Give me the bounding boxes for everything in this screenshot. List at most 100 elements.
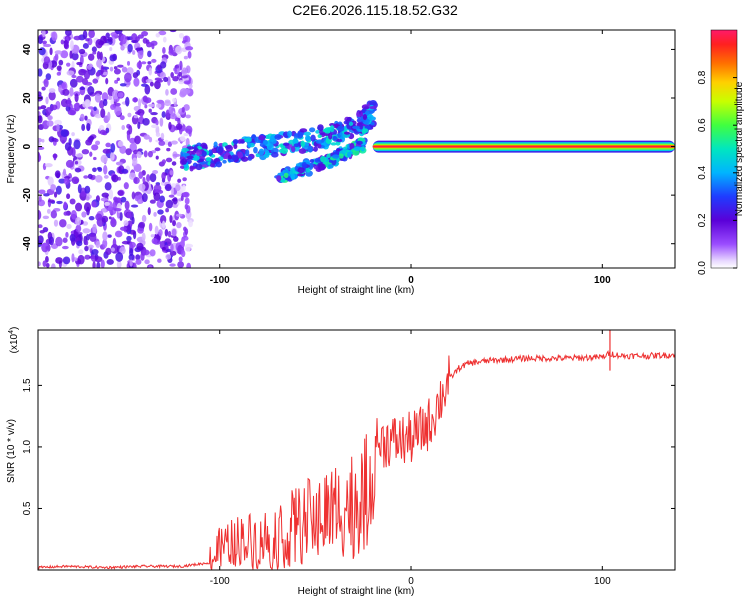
noise-blob <box>138 171 144 179</box>
noise-blob <box>82 228 91 234</box>
noise-blob <box>121 125 126 131</box>
noise-blob <box>169 170 174 176</box>
noise-blob <box>101 92 109 102</box>
noise-blob <box>47 199 55 203</box>
x-tick-label: 100 <box>594 275 611 286</box>
noise-blob <box>64 142 72 151</box>
noise-blob <box>81 148 90 155</box>
bottom-x-axis-label: Height of straight line (km) <box>298 586 415 597</box>
noise-blob <box>155 32 161 38</box>
noise-blob <box>113 196 118 202</box>
main-branch-blob <box>369 105 377 110</box>
noise-blob <box>83 202 92 212</box>
noise-blob <box>102 98 108 107</box>
main-branch-blob <box>195 163 203 171</box>
main-branch-blob <box>329 125 335 133</box>
noise-blob <box>84 115 88 121</box>
noise-blob <box>142 176 146 184</box>
noise-blob <box>126 81 131 86</box>
noise-blob <box>174 64 180 69</box>
noise-blob <box>86 64 93 70</box>
lower-branch-blob <box>290 173 296 181</box>
main-branch-blob <box>359 124 364 130</box>
noise-blob <box>126 235 132 242</box>
noise-blob <box>154 147 161 152</box>
noise-blob <box>65 159 74 168</box>
noise-blob <box>73 103 78 109</box>
noise-blob <box>185 125 193 135</box>
noise-blob <box>158 140 166 146</box>
noise-blob <box>154 225 159 235</box>
noise-blob <box>84 245 89 252</box>
main-branch-blob <box>209 163 215 168</box>
main-branch-blob <box>247 142 252 148</box>
noise-blob <box>153 192 161 202</box>
noise-blob <box>188 219 193 228</box>
noise-blob <box>142 118 150 126</box>
main-branch-blob <box>186 155 194 160</box>
noise-blob <box>183 132 189 137</box>
noise-blob <box>70 40 74 51</box>
lower-branch-blob <box>353 146 362 152</box>
lower-branch-blob <box>318 163 326 171</box>
x-tick-label: -100 <box>210 576 230 587</box>
noise-blob <box>135 258 142 265</box>
noise-blob <box>110 97 115 106</box>
noise-blob <box>38 68 43 77</box>
noise-blob <box>137 199 142 205</box>
noise-blob <box>49 47 53 56</box>
main-branch-blob <box>264 149 270 156</box>
noise-blob <box>82 43 89 49</box>
noise-blob <box>170 88 178 95</box>
noise-blob <box>170 243 174 252</box>
noise-blob <box>66 70 75 76</box>
noise-blob <box>160 132 165 140</box>
noise-blob <box>101 215 109 223</box>
noise-blob <box>149 199 156 204</box>
noise-blob <box>143 150 148 158</box>
noise-blob <box>95 140 101 146</box>
noise-blob <box>153 211 157 217</box>
noise-blob <box>58 59 64 66</box>
noise-blob <box>38 115 43 124</box>
main-branch-blob <box>258 148 265 156</box>
lower-branch-blob <box>276 175 282 182</box>
noise-blob <box>155 132 161 137</box>
noise-blob <box>47 176 54 187</box>
noise-blob <box>133 114 138 119</box>
main-branch-blob <box>317 143 322 149</box>
noise-blob <box>76 61 83 66</box>
noise-blob <box>169 30 177 33</box>
main-branch-blob <box>335 141 341 146</box>
noise-blob <box>87 86 95 96</box>
lower-branch-blob <box>283 172 289 179</box>
y-tick-label: -40 <box>22 236 33 251</box>
noise-blob <box>59 219 67 228</box>
main-branch-blob <box>336 138 343 143</box>
noise-blob <box>131 216 135 225</box>
noise-blob <box>62 237 68 243</box>
noise-blob <box>87 244 94 249</box>
noise-blob <box>65 231 69 238</box>
lower-branch-blob <box>314 157 321 163</box>
noise-blob <box>93 106 97 111</box>
noise-blob <box>120 45 125 51</box>
colorbar-tick-label: 0.0 <box>697 261 708 275</box>
noise-blob <box>74 93 79 103</box>
noise-blob <box>136 151 142 159</box>
noise-blob <box>186 262 192 268</box>
noise-blob <box>136 61 143 69</box>
noise-blob <box>165 89 169 96</box>
noise-blob <box>161 159 167 165</box>
noise-blob <box>116 77 121 82</box>
noise-blob <box>85 240 89 246</box>
noise-blob <box>92 167 97 173</box>
noise-blob <box>182 191 190 198</box>
y-tick-label: -20 <box>22 187 33 202</box>
y-tick-label: 1.0 <box>22 440 33 454</box>
main-branch-blob <box>346 116 352 122</box>
noise-blob <box>45 255 49 263</box>
noise-blob <box>119 226 128 231</box>
noise-blob <box>127 60 131 66</box>
noise-blob <box>79 86 86 90</box>
